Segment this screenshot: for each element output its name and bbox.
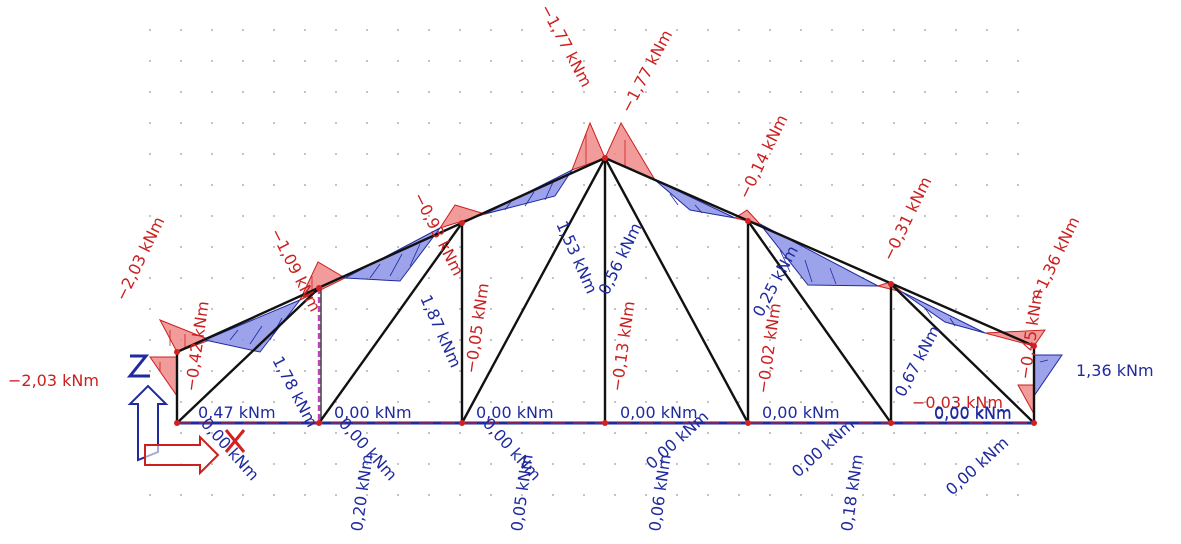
bottom7-moment-label: 0,00 kNm: [934, 404, 1012, 423]
bottom6-moment-label: 0,00 kNm: [934, 403, 1012, 422]
post2-moment-label: −0,05 kNm: [461, 282, 492, 375]
diag4-moment-label: 0,56 kNm: [595, 220, 646, 298]
moment-fill-right-post: [1033, 354, 1063, 398]
left-end-moment-label: −2,03 kNm: [8, 371, 99, 390]
apex-right-moment-label: −1,77 kNm: [617, 27, 676, 116]
moment-fill-chord6: [901, 291, 986, 334]
moment-fill-left-post: [149, 356, 178, 398]
apex-left-moment-label: −1,77 kNm: [536, 1, 595, 90]
moment-fill-chord1: [203, 298, 302, 353]
post5-moment-label: −0,03 kNm: [912, 393, 1003, 412]
vert1-moment-label: 0,20 kNm: [347, 453, 377, 532]
diag3-moment-label: 1,53 kNm: [552, 218, 601, 297]
bottom4-moment-label: 0,00 kNm: [620, 403, 698, 422]
diagonal-2: [317, 221, 464, 425]
truss-members: [175, 156, 1036, 425]
post3-moment-label: −0,13 kNm: [607, 300, 638, 393]
vert2-moment-label: 0,05 kNm: [507, 453, 537, 532]
diagonal-5: [746, 219, 893, 425]
under3-moment-label: 0,00 kNm: [479, 414, 545, 484]
diag1-moment-label: 1,78 kNm: [268, 353, 321, 430]
diag2-moment-label: 1,87 kNm: [416, 292, 465, 371]
diagonal-6: [889, 282, 1036, 425]
top-node2-moment-label: −0,93 kNm: [409, 189, 467, 279]
diagonal-1: [175, 286, 321, 425]
bottom3-moment-label: 0,00 kNm: [476, 403, 554, 422]
moment-fill-apex-left: [571, 121, 606, 171]
top-chord-right: [603, 156, 1036, 348]
coordinate-axis-icon: [126, 354, 220, 476]
under6-moment-label: 0,00 kNm: [942, 433, 1012, 499]
background-grid: [149, 29, 1019, 496]
top-node4-moment-label: −0,14 kNm: [735, 112, 792, 202]
diagonal-4: [603, 156, 750, 425]
hatching-red: [159, 134, 626, 372]
bottom5-moment-label: 0,00 kNm: [762, 403, 840, 422]
truss-nodes: [174, 155, 1037, 426]
right-end-moment-label: 1,36 kNm: [1076, 361, 1154, 380]
pinned-support-icon: [224, 429, 246, 453]
vert4-moment-label: 0,18 kNm: [837, 453, 867, 532]
top-node5-moment-label: −0,31 kNm: [879, 174, 936, 264]
diagonal-3: [460, 156, 607, 425]
bottom1-moment-label: 0,47 kNm: [198, 403, 276, 422]
diag6-moment-label: 0,67 kNm: [891, 323, 944, 400]
hatching: [229, 181, 1049, 363]
top-chord-left: [175, 156, 607, 354]
left-top-moment-label: −2,03 kNm: [112, 214, 169, 304]
bottom2-moment-label: 0,00 kNm: [334, 403, 412, 422]
